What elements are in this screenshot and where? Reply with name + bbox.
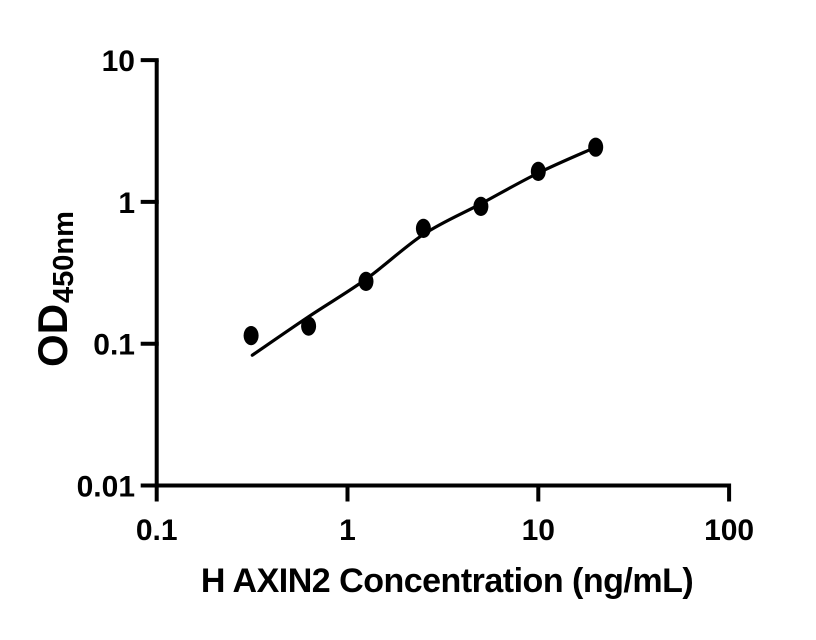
y-axis-title-main: OD bbox=[29, 303, 76, 367]
axis-spines bbox=[154, 60, 730, 488]
data-point-marker bbox=[243, 326, 259, 346]
data-point-marker bbox=[301, 316, 317, 336]
y-axis-title: OD450nm bbox=[27, 169, 80, 409]
data-point-marker bbox=[358, 271, 374, 291]
x-tick-label: 100 bbox=[704, 514, 754, 547]
y-tick-label: 10 bbox=[102, 45, 135, 78]
data-point-marker bbox=[588, 137, 604, 157]
data-point-marker bbox=[473, 196, 489, 216]
y-tick-label: 0.01 bbox=[77, 471, 135, 504]
y-axis-title-subscript: 450nm bbox=[48, 211, 80, 303]
y-tick-label: 0.1 bbox=[93, 329, 135, 362]
data-point-marker bbox=[530, 161, 546, 181]
y-tick-label: 1 bbox=[118, 187, 135, 220]
x-tick-label: 1 bbox=[339, 514, 356, 547]
x-axis-title-text: H AXIN2 Concentration (ng/mL) bbox=[200, 562, 694, 600]
x-tick-label: 0.1 bbox=[136, 514, 178, 547]
x-tick-label: 10 bbox=[522, 514, 555, 547]
data-point-marker bbox=[415, 218, 431, 238]
x-axis-title: H AXIN2 Concentration (ng/mL) bbox=[161, 562, 733, 601]
